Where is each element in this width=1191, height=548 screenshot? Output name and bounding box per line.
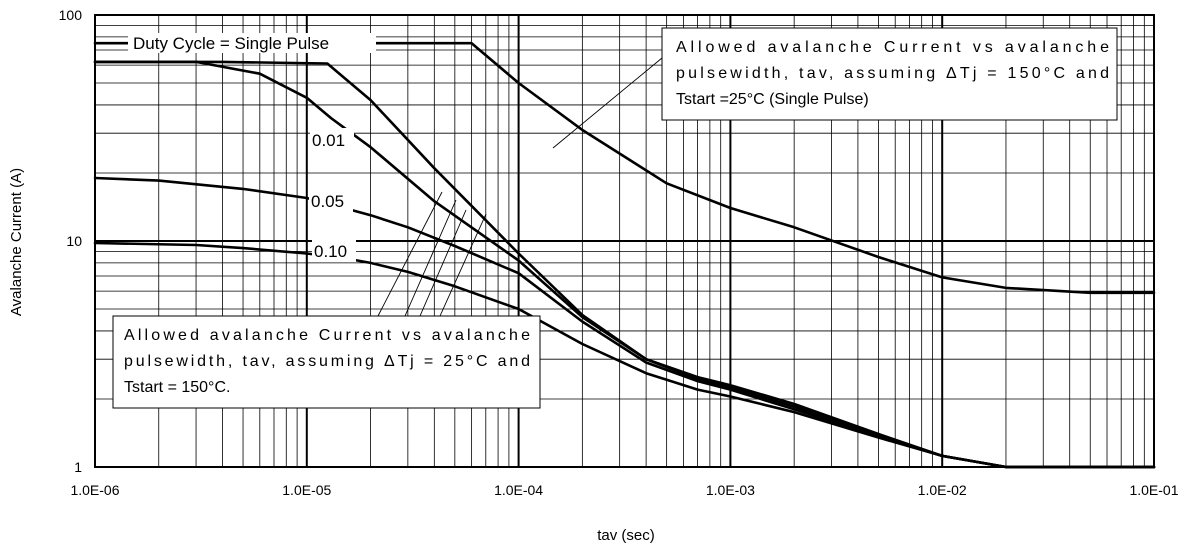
tick-labels: 1.0E-06 1.0E-05 1.0E-04 1.0E-03 1.0E-02 1.0E-… xyxy=(59,7,1179,498)
note-top-line-3: Tstart =25°C (Single Pulse) xyxy=(676,91,869,108)
note-bottom-line-3: Tstart = 150°C. xyxy=(124,379,230,396)
y-tick-label: 10 xyxy=(66,233,82,249)
duty-cycle-label-bg xyxy=(128,33,376,53)
duty-label-0.10: 0.10 xyxy=(314,242,347,261)
y-tick-label: 1 xyxy=(74,459,82,475)
leader-bottom-3 xyxy=(419,209,467,317)
label-005-bg xyxy=(309,190,353,212)
curves xyxy=(93,41,1156,469)
x-tick-label: 1.0E-05 xyxy=(282,482,331,498)
note-top-line-2: pulsewidth, tav, assuming ΔTj = 150°C an… xyxy=(676,65,1109,82)
x-tick-label: 1.0E-02 xyxy=(918,482,967,498)
series-line-3 xyxy=(93,241,1156,469)
duty-cycle-label: Duty Cycle = Single Pulse xyxy=(133,34,329,53)
note-top-box xyxy=(661,27,1118,121)
leader-bottom-4 xyxy=(439,213,487,317)
y-tick-label: 100 xyxy=(59,7,83,23)
label-010-bg xyxy=(312,240,356,262)
x-tick-label: 1.0E-01 xyxy=(1129,482,1178,498)
x-tick-label: 1.0E-04 xyxy=(494,482,543,498)
leader-bottom-1 xyxy=(377,191,443,317)
leader-bottom-2 xyxy=(404,199,457,317)
series-line-4 xyxy=(93,41,1156,295)
leader-lines xyxy=(377,57,663,317)
x-tick-label: 1.0E-03 xyxy=(706,482,755,498)
label-001-bg xyxy=(310,128,354,150)
x-axis-label: tav (sec) xyxy=(597,527,655,544)
x-tick-label: 1.0E-06 xyxy=(70,482,119,498)
duty-label-0.05: 0.05 xyxy=(311,192,344,211)
note-bottom-box xyxy=(112,315,541,409)
note-bottom-line-2: pulsewidth, tav, assuming ΔTj = 25°C and xyxy=(124,353,530,370)
plot-frame xyxy=(94,14,1155,468)
note-top-line-1: Allowed avalanche Current vs avalanche xyxy=(676,39,1109,56)
note-bottom-line-1: Allowed avalanche Current vs avalanche xyxy=(124,327,530,344)
leader-top-note xyxy=(552,57,663,149)
duty-label-0.01: 0.01 xyxy=(312,131,345,150)
y-axis-label: Avalanche Current (A) xyxy=(8,168,25,316)
